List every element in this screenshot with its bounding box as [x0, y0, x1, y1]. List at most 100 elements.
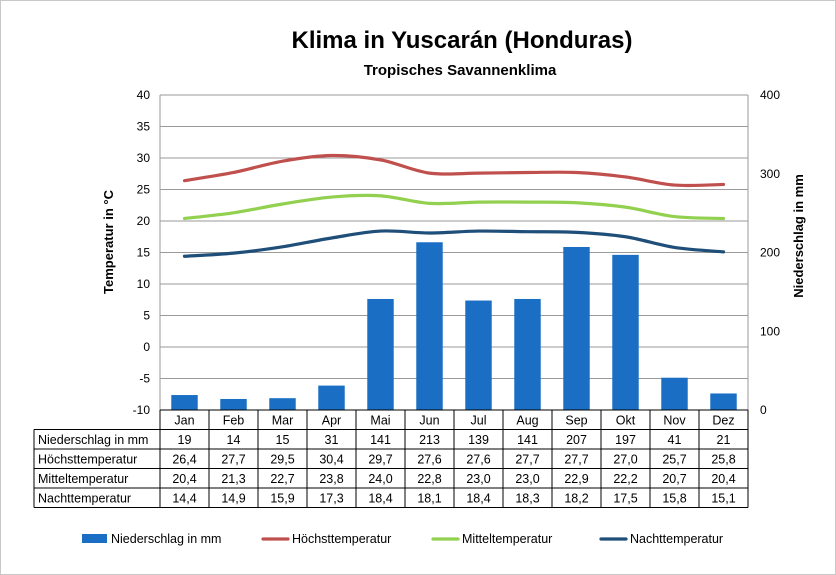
category-label: Feb — [223, 414, 245, 428]
left-tick-label: 20 — [137, 214, 151, 228]
category-label: Okt — [616, 414, 636, 428]
left-tick-label: -5 — [139, 372, 150, 386]
table-cell: 21,3 — [221, 472, 245, 486]
gridlines — [159, 94, 749, 411]
precipitation-bar — [710, 393, 737, 410]
table-cell: 27,7 — [221, 453, 245, 467]
table-cell: 14 — [227, 433, 241, 447]
precipitation-bar — [661, 377, 688, 410]
table-cell: 29,7 — [368, 453, 392, 467]
table-cell: 18,1 — [417, 492, 441, 506]
table-cell: 141 — [517, 433, 538, 447]
table-cell: 30,4 — [319, 453, 343, 467]
chart-subtitle: Tropisches Savannenklima — [364, 62, 557, 79]
category-label: Dez — [712, 414, 734, 428]
legend-label: Mitteltemperatur — [462, 532, 552, 546]
precipitation-bar — [367, 298, 394, 410]
right-tick-label: 400 — [760, 88, 780, 102]
precipitation-bar — [416, 242, 443, 410]
category-label: Jul — [471, 414, 487, 428]
right-axis-label: Niederschlag in mm — [791, 174, 806, 298]
table-cell: 29,5 — [270, 453, 294, 467]
precipitation-bar — [220, 398, 247, 410]
left-axis-ticks: 40 35 30 25 20 15 10 5 0 -5 -10 — [133, 88, 151, 417]
category-label: Apr — [322, 414, 341, 428]
table-row-header: Mitteltemperatur — [38, 472, 128, 486]
category-label: Aug — [516, 414, 538, 428]
legend-label: Nachttemperatur — [630, 532, 723, 546]
table-cell: 17,5 — [613, 492, 637, 506]
category-label: Mai — [370, 414, 390, 428]
table-cell: 20,7 — [662, 472, 686, 486]
table-cell: 41 — [668, 433, 682, 447]
temperature-lines — [182, 153, 726, 258]
table-cell: 207 — [566, 433, 587, 447]
left-tick-label: 5 — [143, 309, 150, 323]
table-cell: 20,4 — [172, 472, 196, 486]
table-cell: 197 — [615, 433, 636, 447]
table-cell: 18,3 — [515, 492, 539, 506]
precipitation-bar — [318, 385, 345, 410]
legend: Niederschlag in mm Höchsttemperatur Mittel… — [82, 532, 723, 546]
table-cell: 17,3 — [319, 492, 343, 506]
table-cell: 22,8 — [417, 472, 441, 486]
left-axis-label: Temperatur in °C — [101, 189, 116, 294]
table-row-header: Nachttemperatur — [38, 492, 131, 506]
hoechsttemperatur-line — [182, 153, 726, 188]
precipitation-bar — [563, 246, 590, 410]
left-tick-label: 35 — [137, 120, 151, 134]
table-cell: 15,9 — [270, 492, 294, 506]
right-tick-label: 200 — [760, 246, 780, 260]
table-cell: 15 — [276, 433, 290, 447]
left-tick-label: 25 — [137, 183, 151, 197]
table-cell: 23,0 — [515, 472, 539, 486]
left-tick-label: 40 — [137, 88, 151, 102]
table-cell: 22,7 — [270, 472, 294, 486]
table-cell: 26,4 — [172, 453, 196, 467]
table-cell: 27,0 — [613, 453, 637, 467]
table-cell: 21 — [717, 433, 731, 447]
category-label: Jun — [419, 414, 439, 428]
table-cell: 23,0 — [466, 472, 490, 486]
legend-swatch — [82, 534, 107, 543]
right-tick-label: 100 — [760, 324, 780, 338]
table-cell: 213 — [419, 433, 440, 447]
table-cell: 14,4 — [172, 492, 196, 506]
table-cell: 18,4 — [466, 492, 490, 506]
table-row-header: Niederschlag in mm — [38, 433, 148, 447]
table-cell: 25,8 — [711, 453, 735, 467]
table-cell: 19 — [178, 433, 192, 447]
legend-label: Höchsttemperatur — [292, 532, 391, 546]
category-label: Mar — [272, 414, 294, 428]
left-tick-label: 0 — [143, 340, 150, 354]
table-cell: 15,1 — [711, 492, 735, 506]
table-cell: 31 — [325, 433, 339, 447]
table-cell: 27,7 — [564, 453, 588, 467]
table-cell: 23,8 — [319, 472, 343, 486]
table-cell: 14,9 — [221, 492, 245, 506]
table-cell: 18,4 — [368, 492, 392, 506]
table-cell: 141 — [370, 433, 391, 447]
precipitation-bars — [171, 242, 737, 410]
category-label: Sep — [565, 414, 587, 428]
category-label: Nov — [663, 414, 686, 428]
precipitation-bar — [171, 395, 198, 410]
table-cell: 18,2 — [564, 492, 588, 506]
left-tick-label: 15 — [137, 246, 151, 260]
precipitation-bar — [269, 398, 296, 410]
table-cell: 24,0 — [368, 472, 392, 486]
precipitation-bar — [465, 300, 492, 410]
left-tick-label: -10 — [133, 403, 151, 417]
legend-label: Niederschlag in mm — [111, 532, 221, 546]
chart-title: Klima in Yuscarán (Honduras) — [292, 27, 633, 54]
left-tick-label: 30 — [137, 151, 151, 165]
precipitation-bar — [612, 254, 639, 410]
table-cell: 22,9 — [564, 472, 588, 486]
table-row-header: Höchsttemperatur — [38, 453, 137, 467]
right-tick-label: 0 — [760, 403, 767, 417]
left-tick-label: 10 — [137, 277, 151, 291]
data-table: Jan Feb Mar Apr Mai Jun Jul Aug Sep Okt Nov Dez Nied… — [33, 409, 749, 508]
table-cell: 27,7 — [515, 453, 539, 467]
table-cell: 20,4 — [711, 472, 735, 486]
